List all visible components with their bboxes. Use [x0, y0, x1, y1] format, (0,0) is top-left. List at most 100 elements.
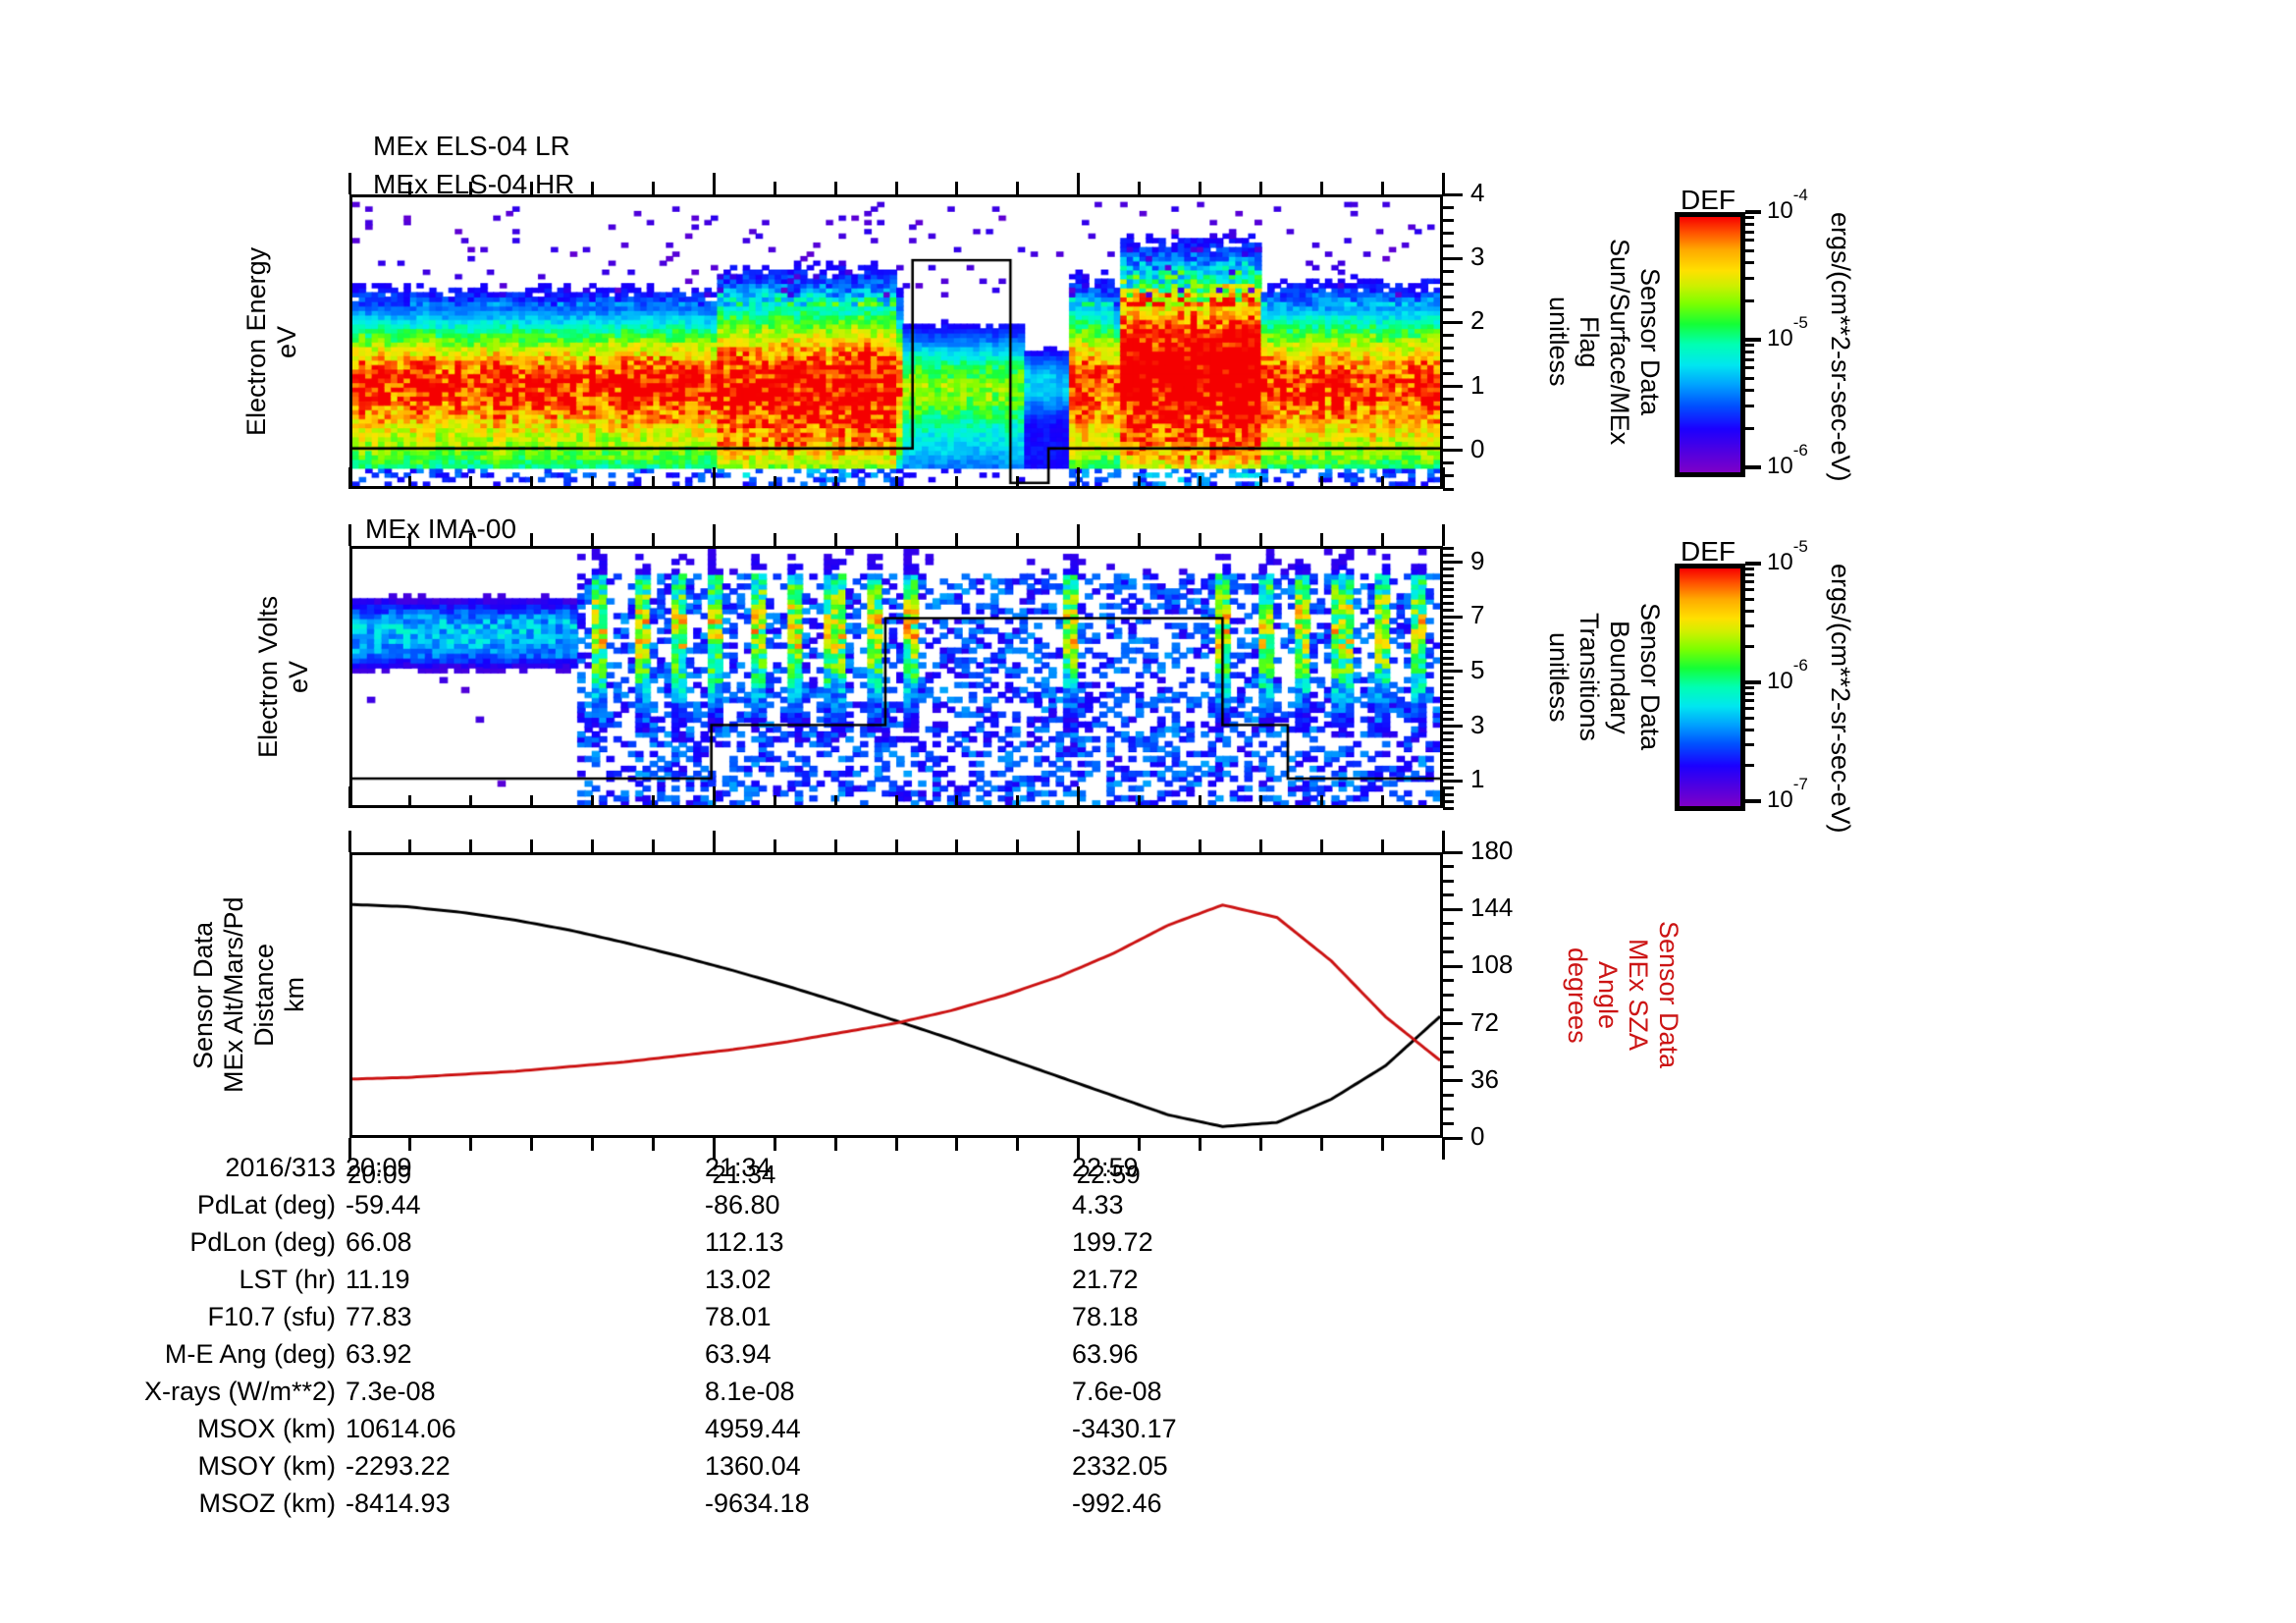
- colorbar-minor-tick: [1745, 299, 1754, 303]
- colorbar-1-units: ergs/(cm**2-sr-sec-eV): [1826, 212, 1855, 482]
- minor-tick: [1443, 893, 1454, 897]
- minor-tick: [1443, 436, 1454, 440]
- top-tick: [530, 839, 534, 852]
- panel-ima-spectrogram[interactable]: [349, 546, 1443, 808]
- bottom-tick: [712, 786, 716, 808]
- minor-tick: [1443, 922, 1454, 926]
- top-tick: [651, 839, 655, 852]
- bottom-tick: [530, 795, 534, 808]
- panel-els-spectrogram[interactable]: [349, 194, 1443, 489]
- minor-tick: [1443, 865, 1454, 869]
- axis-tick-label: 36: [1470, 1063, 1499, 1094]
- minor-tick: [1443, 731, 1454, 735]
- minor-tick: [1443, 1064, 1454, 1068]
- minor-tick: [1443, 792, 1454, 796]
- colorbar-minor-tick: [1745, 344, 1754, 348]
- panel-els-left-axis-title: Electron Energy eV: [241, 194, 310, 489]
- top-tick: [773, 182, 776, 194]
- bottom-tick: [1198, 476, 1201, 489]
- top-tick: [955, 182, 959, 194]
- time-minor-tick: [1258, 1138, 1262, 1151]
- bottom-tick: [955, 795, 959, 808]
- top-tick: [1077, 831, 1081, 852]
- minor-tick: [1443, 574, 1454, 578]
- colorbar-minor-tick: [1745, 707, 1754, 711]
- colorbar-minor-tick: [1745, 230, 1754, 234]
- top-tick: [408, 839, 412, 852]
- bottom-tick: [712, 467, 716, 489]
- minor-tick: [1443, 744, 1454, 748]
- minor-tick: [1443, 385, 1454, 389]
- colorbar-minor-tick: [1745, 427, 1754, 431]
- ephem-cell: -86.80: [705, 1190, 780, 1219]
- els-spectrogram-canvas: [352, 197, 1440, 486]
- minor-tick: [1443, 765, 1454, 769]
- ima-left-axis-line-0: Electron Volts: [253, 595, 283, 759]
- colorbar-major-tick: [1745, 210, 1761, 214]
- minor-tick: [1443, 718, 1454, 722]
- minor-tick: [1443, 751, 1454, 755]
- top-tick: [1016, 839, 1020, 852]
- colorbar-minor-tick: [1745, 597, 1754, 601]
- minor-tick: [1443, 704, 1454, 708]
- minor-tick: [1443, 372, 1454, 376]
- top-tick: [347, 831, 351, 852]
- minor-tick: [1443, 568, 1454, 571]
- colorbar-tick-label: 10-5: [1767, 537, 1808, 575]
- top-tick: [1380, 839, 1384, 852]
- top-tick: [955, 839, 959, 852]
- colorbar-minor-tick: [1745, 376, 1754, 380]
- top-tick: [1441, 173, 1445, 194]
- els-left-axis-line-1: eV: [272, 325, 301, 358]
- top-tick: [1016, 182, 1020, 194]
- minor-tick: [1443, 615, 1454, 619]
- axis-tick-label: 4: [1470, 178, 1485, 207]
- ephem-row-label: MSOZ (km): [198, 1488, 336, 1518]
- minor-tick: [1443, 936, 1454, 940]
- time-minor-tick: [712, 1138, 716, 1160]
- colorbar-tick-label: 10-5: [1767, 313, 1808, 352]
- top-tick: [1319, 839, 1323, 852]
- bottom-tick: [1441, 786, 1445, 808]
- colorbar-tick-label: 10-6: [1767, 441, 1808, 479]
- colorbar-minor-tick: [1745, 692, 1754, 696]
- bottom-tick: [408, 795, 412, 808]
- panel-els-title-hr: MEx ELS-04 HR: [373, 169, 575, 199]
- bottom-tick: [955, 476, 959, 489]
- ephem-cell: 10614.06: [346, 1414, 456, 1443]
- minor-tick: [1443, 1093, 1454, 1097]
- top-tick: [651, 533, 655, 546]
- colorbar-1[interactable]: [1675, 212, 1745, 477]
- ephem-cell: 66.08: [346, 1227, 412, 1257]
- minor-tick: [1443, 656, 1454, 660]
- bottom-tick: [1016, 476, 1020, 489]
- ephem-cell: -8414.93: [346, 1488, 451, 1518]
- bottom-tick: [1258, 476, 1262, 489]
- ephem-cell: -59.44: [346, 1190, 421, 1219]
- minor-tick: [1443, 979, 1454, 983]
- axis-tick-label: 108: [1470, 949, 1514, 980]
- ephem-cell: 7.6e-08: [1072, 1377, 1162, 1406]
- minor-tick: [1443, 1007, 1454, 1011]
- colorbar-minor-tick: [1745, 716, 1754, 720]
- ephem-row-label: X-rays (W/m**2): [144, 1377, 336, 1406]
- colorbar-minor-tick: [1745, 568, 1754, 571]
- panel-ephemeris-lines[interactable]: [349, 852, 1443, 1138]
- colorbar-minor-tick: [1745, 686, 1754, 690]
- minor-tick: [1443, 642, 1454, 646]
- time-minor-tick: [833, 1138, 837, 1151]
- top-tick: [469, 182, 473, 194]
- colorbar-2[interactable]: [1675, 564, 1745, 811]
- top-tick: [591, 839, 595, 852]
- ephem-cell: 63.92: [346, 1339, 412, 1369]
- colorbar-minor-tick: [1745, 764, 1754, 768]
- ephem-row-label: MSOY (km): [197, 1451, 337, 1481]
- ephem-cell: 21:34: [705, 1153, 772, 1182]
- top-tick: [1319, 182, 1323, 194]
- bottom-tick: [1258, 795, 1262, 808]
- eph-right-axis-line-2: Angle: [1593, 960, 1623, 1030]
- minor-tick: [1443, 410, 1454, 414]
- time-minor-tick: [1319, 1138, 1323, 1151]
- minor-tick: [1443, 725, 1454, 729]
- ephem-cell: 4959.44: [705, 1414, 801, 1443]
